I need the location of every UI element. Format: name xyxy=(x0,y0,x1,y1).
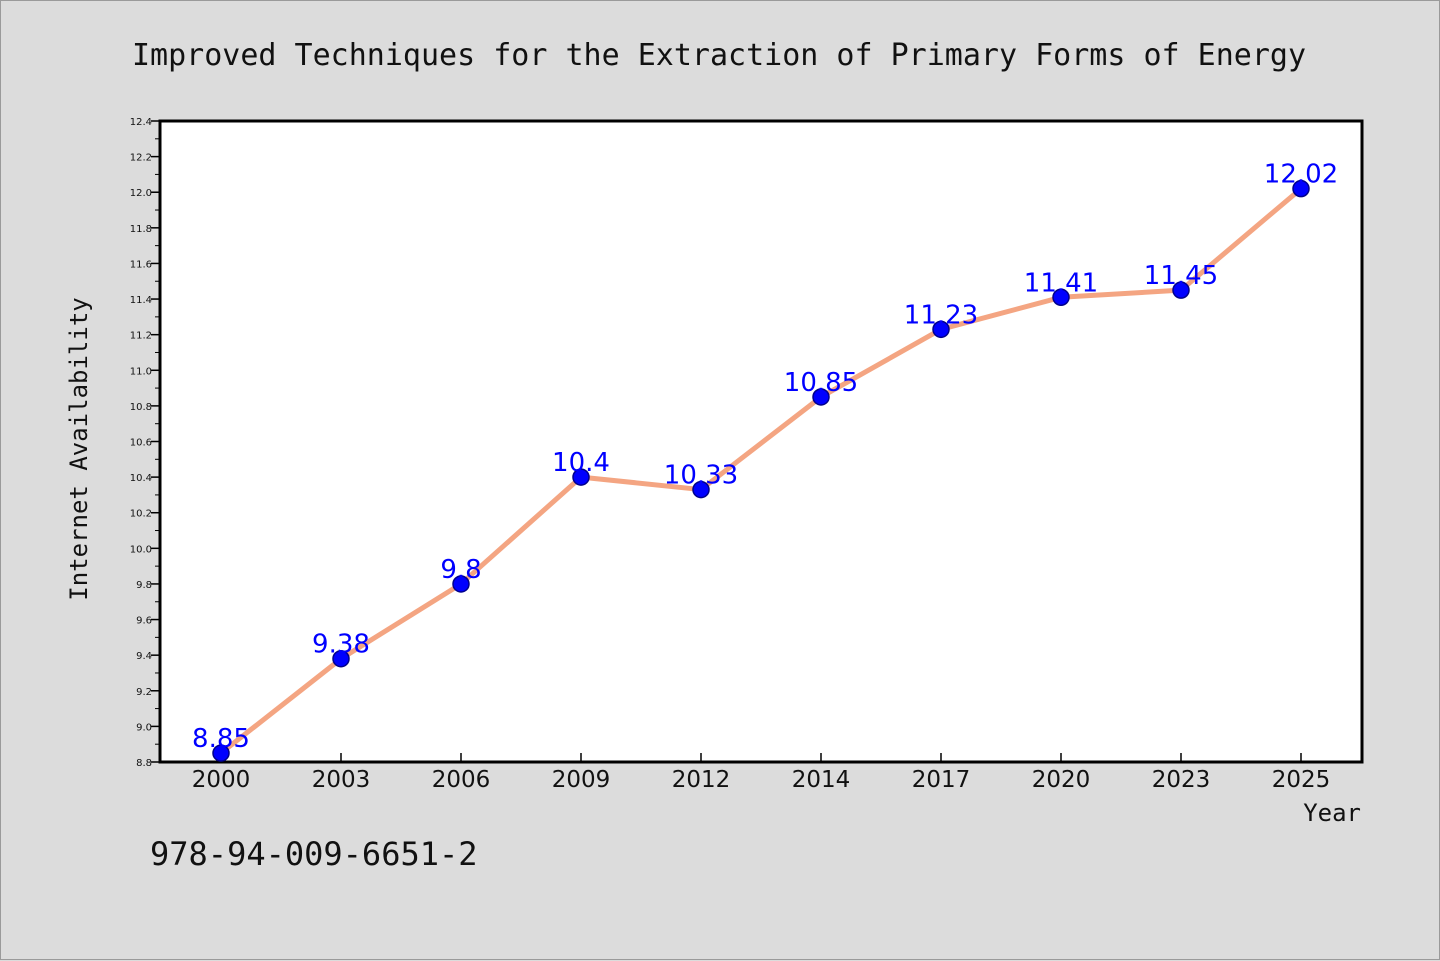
x-tick-label: 2000 xyxy=(192,767,251,793)
y-tick-label: 11.6 xyxy=(130,259,152,270)
y-tick-label: 10.0 xyxy=(130,544,152,555)
data-label: 11.45 xyxy=(1144,261,1218,291)
x-tick-label: 2009 xyxy=(552,767,611,793)
data-point xyxy=(1172,281,1190,299)
data-label: 10.33 xyxy=(664,461,738,491)
data-label: 9.38 xyxy=(312,630,370,660)
data-label: 9.8 xyxy=(440,555,481,585)
y-tick-label: 9.6 xyxy=(136,616,152,627)
data-label: 11.23 xyxy=(904,300,978,330)
y-tick-label: 10.8 xyxy=(130,402,152,413)
y-tick-label: 9.8 xyxy=(136,580,152,591)
y-tick-label: 9.2 xyxy=(136,687,152,698)
x-tick-label: 2020 xyxy=(1032,767,1091,793)
data-point xyxy=(212,744,230,762)
y-tick-label: 11.0 xyxy=(130,366,152,377)
data-label: 11.41 xyxy=(1024,268,1098,298)
x-axis: 2000 2003 2006 2009 2012 2014 2017 2020 2023 2025 xyxy=(192,753,1331,793)
data-point xyxy=(452,575,470,593)
data-label: 8.85 xyxy=(192,724,250,754)
y-tick-label: 12.2 xyxy=(130,153,152,164)
data-label: 10.4 xyxy=(552,448,610,478)
data-label: 12.02 xyxy=(1264,160,1338,190)
data-point xyxy=(812,388,830,406)
y-tick-label: 9.4 xyxy=(136,651,152,662)
y-tick-label: 10.4 xyxy=(130,473,152,484)
data-point xyxy=(572,468,590,486)
y-tick-label: 12.4 xyxy=(130,117,152,128)
y-tick-label: 8.8 xyxy=(136,758,152,769)
x-tick-label: 2012 xyxy=(672,767,731,793)
series-line-group xyxy=(218,186,1304,756)
y-tick-label: 12.0 xyxy=(130,188,152,199)
data-point xyxy=(692,480,710,499)
data-point xyxy=(1052,288,1070,307)
series-line xyxy=(218,186,1304,756)
data-label: 10.85 xyxy=(784,368,858,398)
marker-group xyxy=(212,179,1310,762)
data-point xyxy=(932,320,950,339)
data-label-group: 8.85 9.38 9.8 10.4 10.33 10.85 11.23 11.41 11.45… xyxy=(192,160,1338,754)
x-tick-label: 2025 xyxy=(1272,767,1331,793)
data-point xyxy=(1292,179,1310,198)
x-tick-label: 2003 xyxy=(312,767,371,793)
y-axis: 8.8 9.0 9.2 9.4 9.6 9.8 10.0 10.2 10.4 10.6 10.8 11… xyxy=(130,117,160,769)
y-tick-label: 11.4 xyxy=(130,295,152,306)
x-tick-label: 2006 xyxy=(432,767,491,793)
y-axis-label: Internet Availability xyxy=(65,297,93,600)
data-point xyxy=(332,649,350,668)
y-tick-label: 9.0 xyxy=(136,722,152,733)
chart-title: Improved Techniques for the Extraction o… xyxy=(132,38,1306,73)
x-tick-label: 2014 xyxy=(792,767,851,793)
y-tick-label: 11.8 xyxy=(130,224,152,235)
y-tick-label: 11.2 xyxy=(130,331,152,342)
y-tick-label: 10.6 xyxy=(130,438,152,449)
x-axis-label: Year xyxy=(1303,799,1361,827)
x-tick-label: 2017 xyxy=(912,767,971,793)
isbn-text: 978-94-009-6651-2 xyxy=(150,835,478,873)
x-tick-label: 2023 xyxy=(1152,767,1211,793)
y-tick-label: 10.2 xyxy=(130,509,152,520)
